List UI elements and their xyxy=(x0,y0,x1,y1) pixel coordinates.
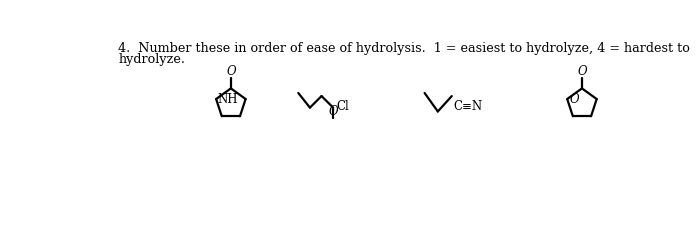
Text: 4.  Number these in order of ease of hydrolysis.  1 = easiest to hydrolyze, 4 = : 4. Number these in order of ease of hydr… xyxy=(118,42,690,55)
Text: hydrolyze.: hydrolyze. xyxy=(118,53,186,66)
Text: O: O xyxy=(226,65,236,78)
Text: C≡N: C≡N xyxy=(454,100,482,113)
Text: O: O xyxy=(328,105,338,118)
Text: O: O xyxy=(577,65,587,78)
Text: Cl: Cl xyxy=(336,100,349,113)
Text: NH: NH xyxy=(218,93,238,105)
Text: O: O xyxy=(570,93,579,105)
